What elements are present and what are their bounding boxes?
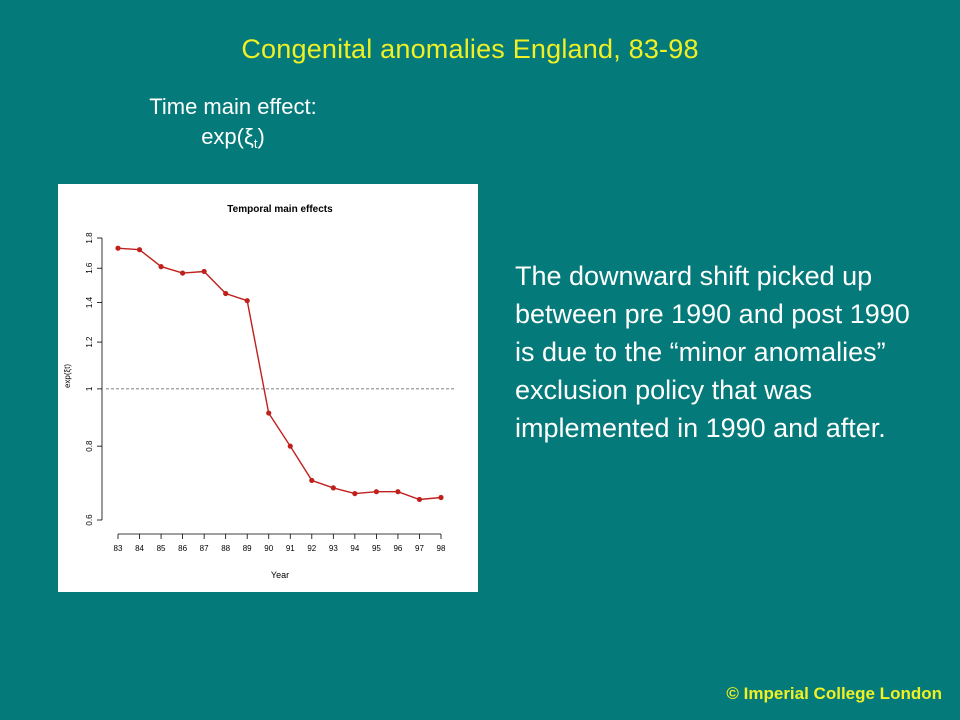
explanation-text: The downward shift picked up between pre… [515, 261, 910, 443]
x-tick-label: 97 [415, 544, 424, 553]
x-tick-label: 95 [372, 544, 381, 553]
data-point [266, 410, 272, 416]
x-tick-label: 84 [135, 544, 144, 553]
y-axis-label: exp(ξt) [63, 364, 72, 388]
chart-panel: Temporal main effects Year exp(ξt) 0.6 0.… [58, 184, 478, 592]
data-point [438, 494, 444, 501]
subtitle-formula: exp(ξt) [118, 122, 348, 159]
subtitle-expr-suffix: ) [257, 124, 265, 149]
data-point [395, 489, 401, 495]
x-tick-label: 93 [329, 544, 338, 553]
data-point [180, 270, 186, 276]
x-tick-label: 85 [157, 544, 166, 553]
data-point [244, 298, 250, 304]
data-point [352, 490, 358, 497]
data-point [136, 247, 143, 253]
x-tick-label: 89 [243, 544, 252, 553]
y-tick-label: 1 [85, 386, 94, 391]
series [115, 245, 444, 503]
axes: 0.6 0.8 1 1.2 1.4 1.6 1.8 83 84 85 86 87 88 89 90 91 92 9… [85, 232, 456, 553]
data-point [330, 485, 336, 491]
x-tick-label: 90 [264, 544, 273, 553]
copyright-notice: © Imperial College London [726, 684, 942, 703]
series-line [117, 247, 442, 501]
subtitle-expr-sub: t [253, 136, 258, 151]
x-tick-label: 88 [221, 544, 230, 553]
x-tick-label: 92 [307, 544, 316, 553]
y-tick-label: 0.8 [85, 440, 94, 452]
x-tick-label: 83 [114, 544, 123, 553]
y-tick-label: 1.4 [85, 296, 94, 308]
y-tick-label: 1.6 [85, 262, 94, 274]
data-point [287, 443, 293, 449]
data-point [158, 264, 164, 270]
x-tick-label: 96 [393, 544, 402, 553]
x-tick-label: 86 [178, 544, 187, 553]
y-tick-label: 1.8 [85, 232, 94, 244]
data-point [223, 290, 229, 297]
x-tick-label: 87 [200, 544, 209, 553]
y-tick-label: 1.2 [85, 336, 94, 348]
slide-title: Congenital anomalies England, 83-98 [241, 34, 699, 64]
x-tick-label: 98 [437, 544, 446, 553]
x-tick-label: 94 [350, 544, 359, 553]
data-point [373, 489, 379, 495]
y-tick-label: 0.6 [85, 514, 94, 526]
subtitle: Time main effect: exp(ξt) [118, 92, 348, 159]
data-point [201, 268, 207, 275]
subtitle-expr-prefix: exp(ξ [201, 124, 254, 149]
x-tick-label: 91 [286, 544, 295, 553]
x-axis-label: Year [271, 570, 289, 580]
data-point [115, 245, 121, 251]
chart-title: Temporal main effects [227, 204, 333, 215]
temporal-effects-chart: Temporal main effects Year exp(ξt) 0.60.… [63, 204, 456, 580]
data-point [416, 496, 423, 503]
data-point [309, 477, 315, 484]
subtitle-line1: Time main effect: [149, 94, 317, 119]
